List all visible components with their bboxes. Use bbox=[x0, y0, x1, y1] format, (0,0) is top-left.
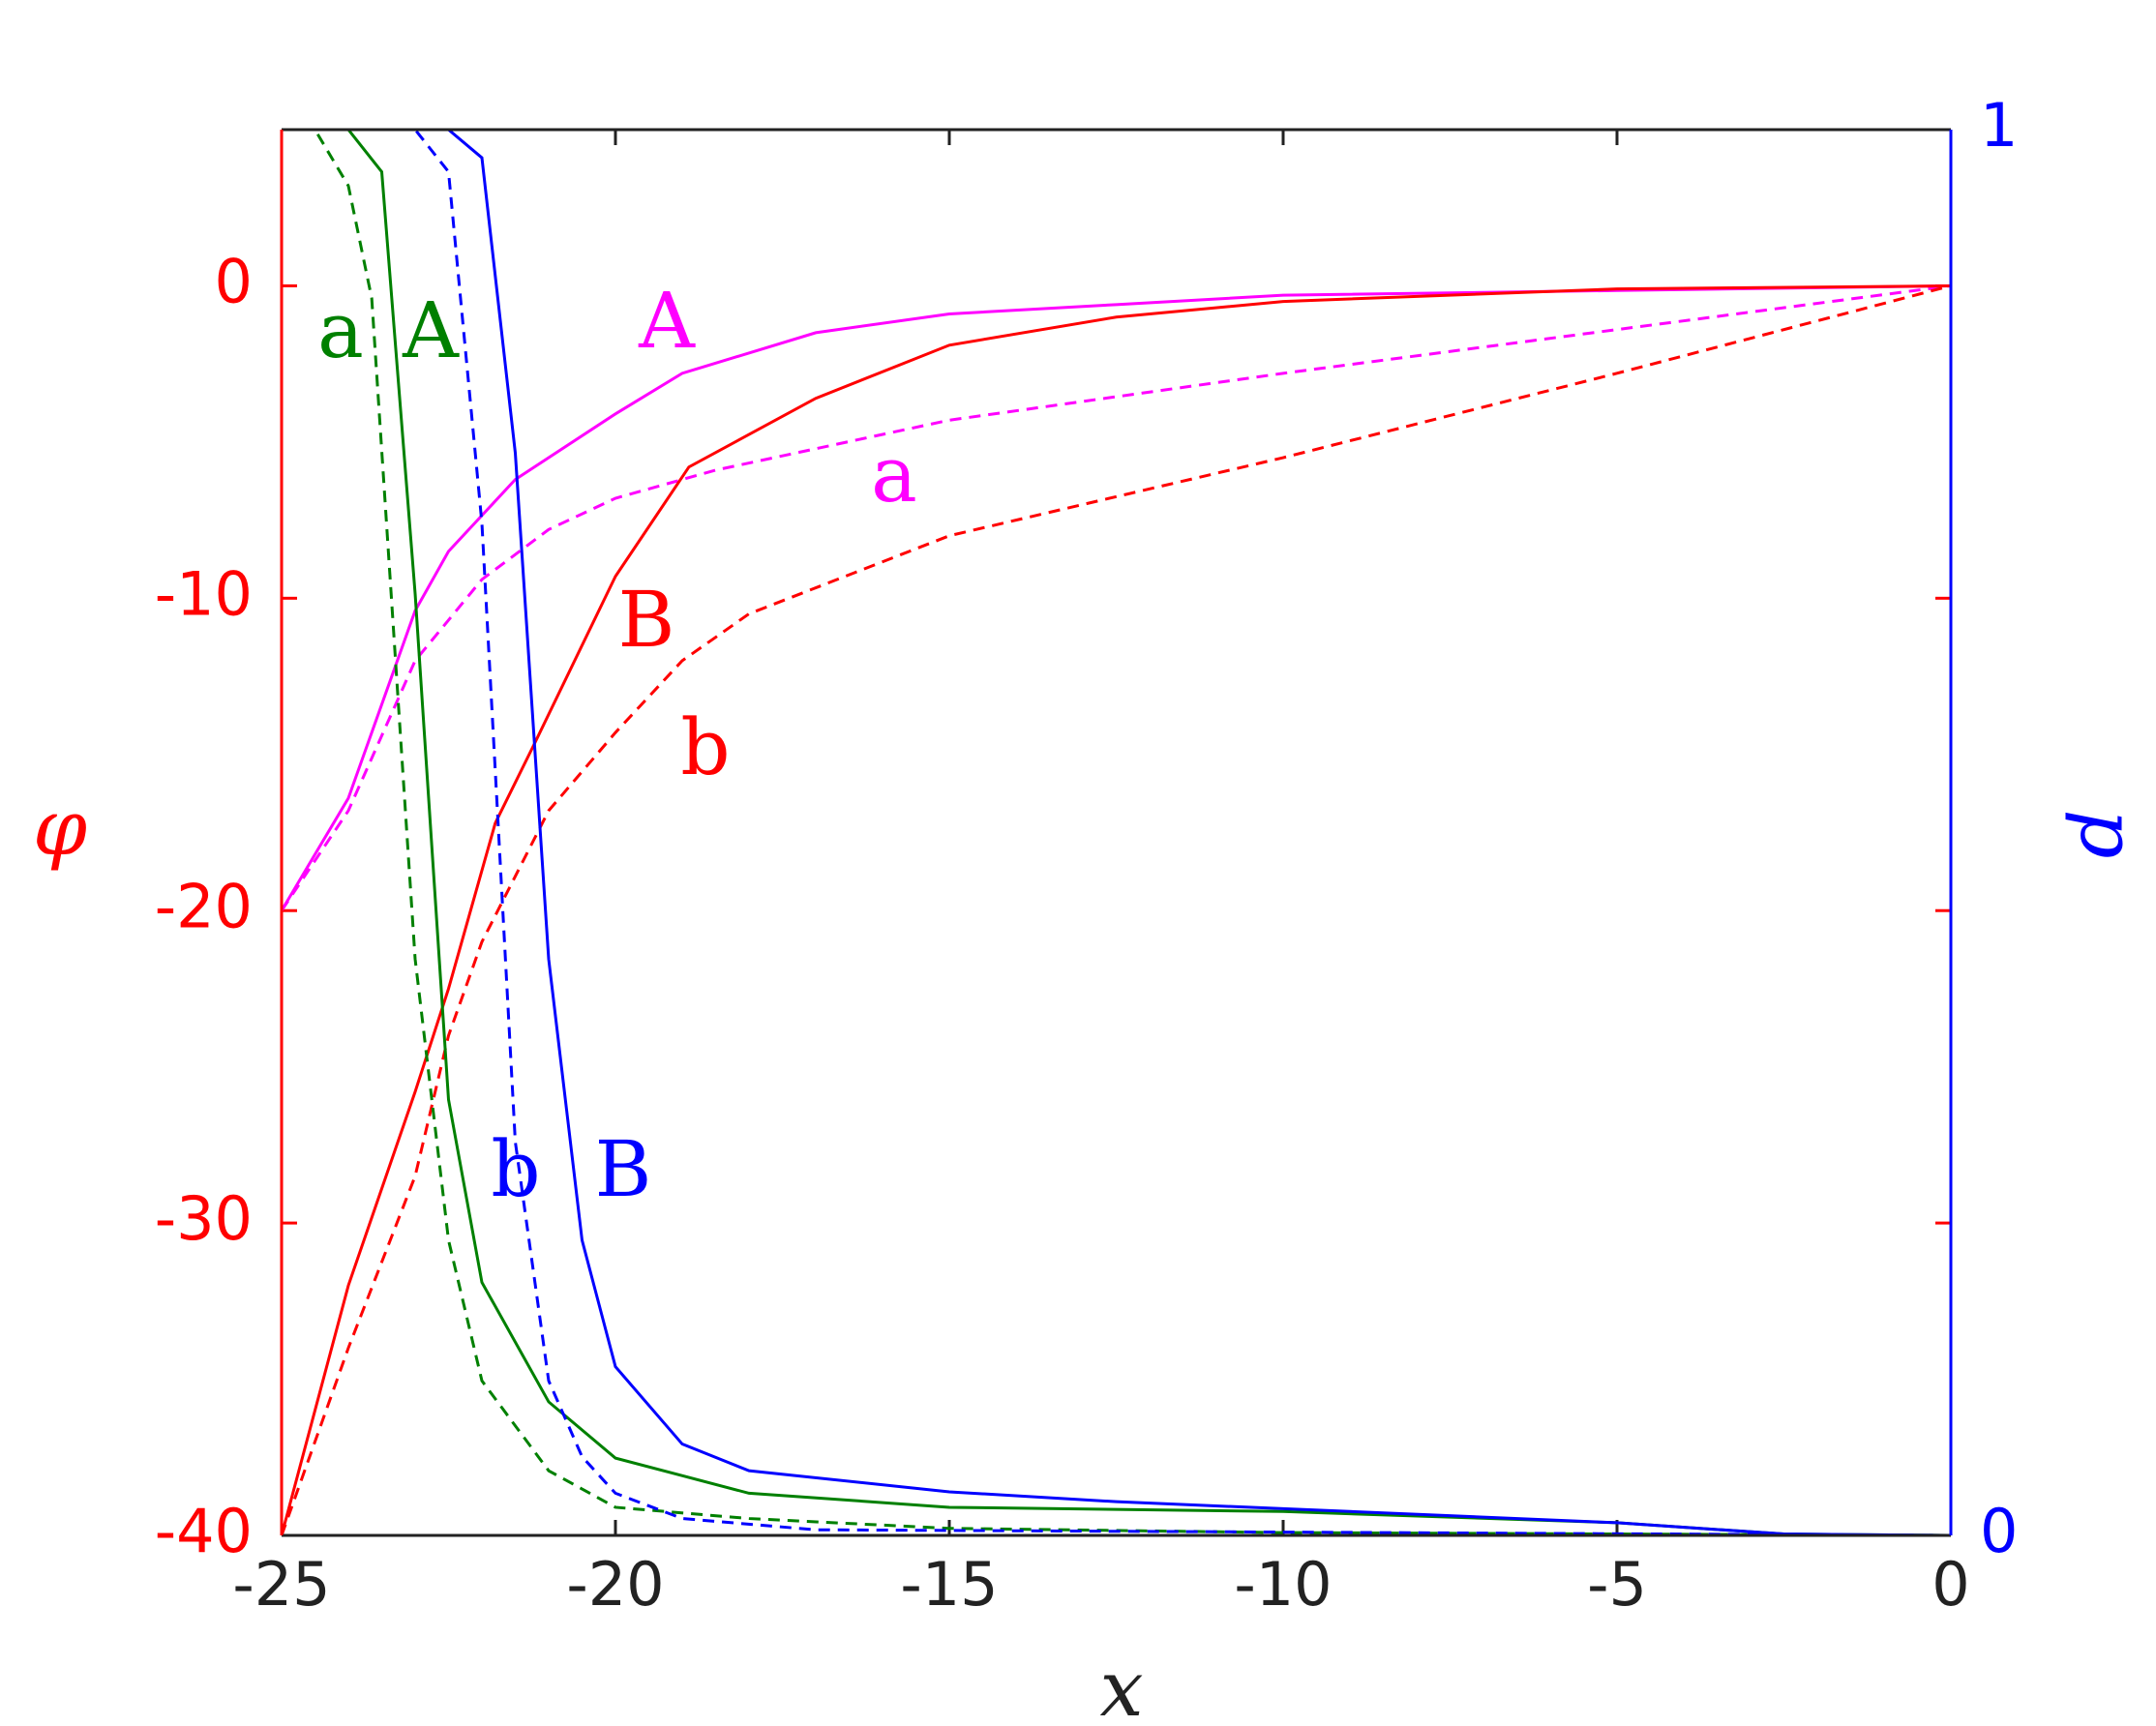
y-tick-label: 0 bbox=[215, 247, 253, 317]
x-tick-label: -5 bbox=[1587, 1549, 1647, 1620]
annotation: a bbox=[317, 285, 364, 375]
line-series bbox=[282, 128, 1952, 1537]
line-series bbox=[280, 283, 1952, 1536]
annotation: b bbox=[491, 1124, 540, 1214]
y2-tick-label: 0 bbox=[1980, 1496, 2018, 1566]
x-tick-label: -25 bbox=[232, 1549, 330, 1620]
annotation: b bbox=[680, 702, 730, 792]
line-series bbox=[282, 128, 1952, 1537]
y-tick-label: -10 bbox=[155, 558, 253, 629]
line-series bbox=[282, 128, 1952, 1537]
x-tick-label: -20 bbox=[566, 1549, 664, 1620]
line-series bbox=[280, 283, 1952, 912]
line-series bbox=[280, 283, 1952, 911]
annotation: B bbox=[618, 575, 675, 665]
y2-axis-label: p bbox=[2063, 809, 2153, 858]
annotation: B bbox=[595, 1124, 652, 1214]
y2-tick-label: 1 bbox=[1980, 90, 2018, 161]
line-series bbox=[280, 283, 1952, 1536]
y-axis-label: φ bbox=[33, 783, 87, 873]
annotation: A bbox=[402, 285, 460, 375]
annotation: A bbox=[638, 276, 696, 366]
x-tick-label: -10 bbox=[1234, 1549, 1332, 1620]
x-tick-label: 0 bbox=[1931, 1549, 1969, 1620]
x-tick-label: -15 bbox=[900, 1549, 998, 1620]
y-tick-label: -20 bbox=[155, 871, 253, 941]
x-axis-label: x bbox=[1099, 1644, 1143, 1726]
y-tick-label: -30 bbox=[155, 1183, 253, 1254]
line-series bbox=[282, 128, 1952, 1537]
annotation: a bbox=[871, 430, 917, 520]
y-tick-label: -40 bbox=[155, 1496, 253, 1566]
